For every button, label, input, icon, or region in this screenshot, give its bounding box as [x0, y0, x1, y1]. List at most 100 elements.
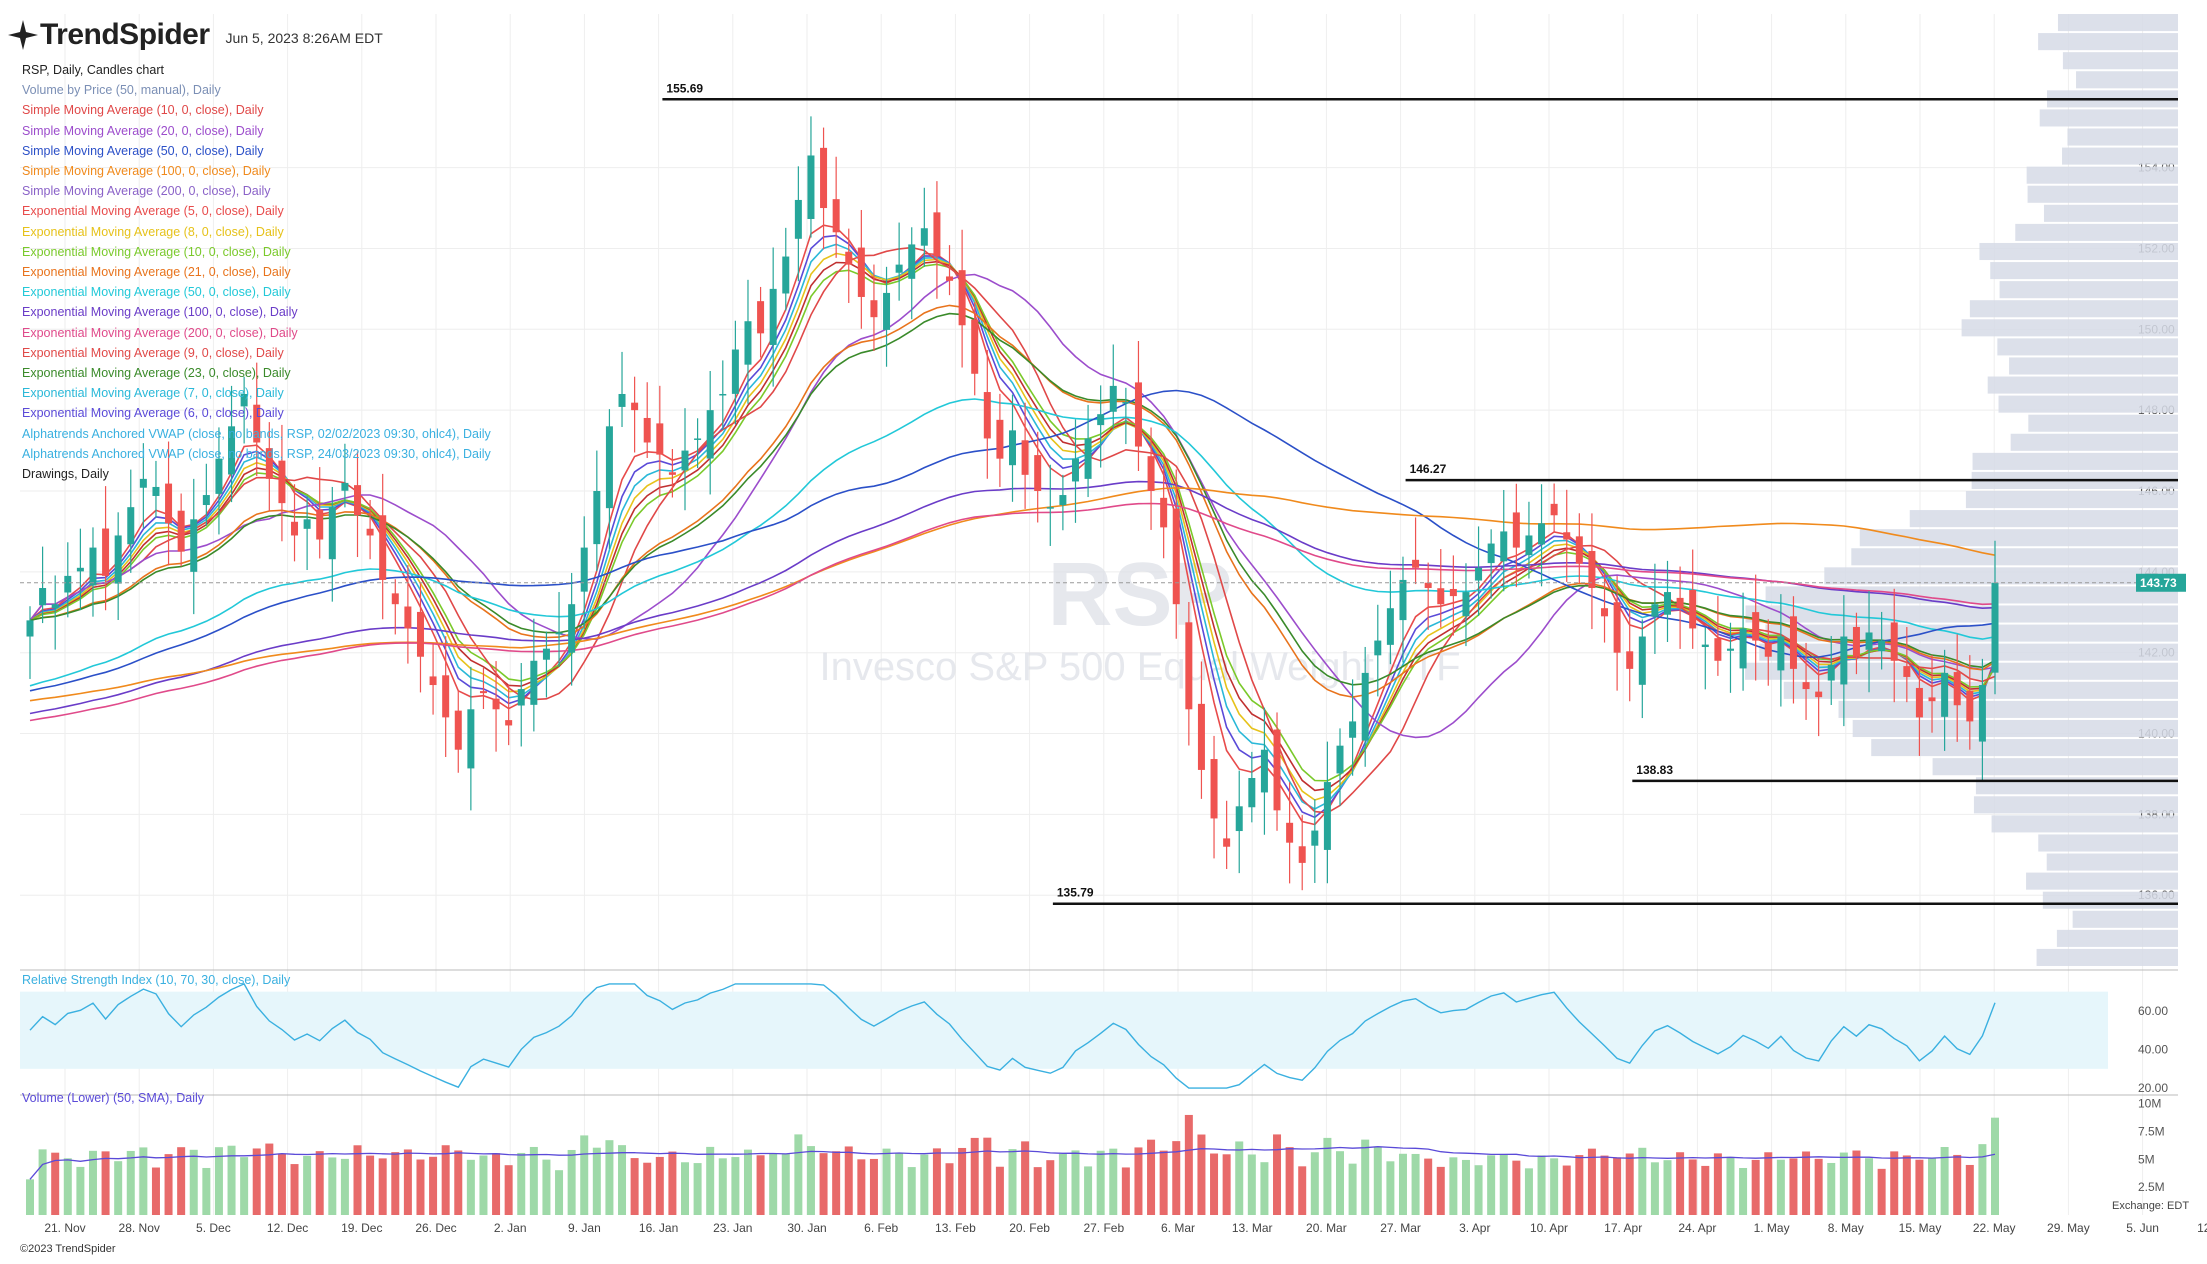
- vbp-bar: [1871, 739, 2178, 757]
- legend-item[interactable]: Exponential Moving Average (50, 0, close…: [22, 285, 291, 300]
- candle-body: [1349, 721, 1357, 738]
- volume-bar: [932, 1148, 941, 1215]
- candle-body: [983, 392, 991, 439]
- volume-bar: [1688, 1159, 1697, 1215]
- date-tick-label: 13. Feb: [935, 1221, 976, 1235]
- legend-item[interactable]: Simple Moving Average (50, 0, close), Da…: [22, 143, 264, 158]
- ma-line: [29, 487, 1996, 702]
- volume-bar: [1084, 1166, 1093, 1215]
- volume-bar: [1247, 1154, 1256, 1215]
- vbp-bar: [2009, 357, 2178, 375]
- legend-item[interactable]: Simple Moving Average (100, 0, close), D…: [22, 164, 271, 179]
- legend-item[interactable]: Exponential Moving Average (23, 0, close…: [22, 366, 291, 381]
- candle-body: [1726, 648, 1734, 651]
- legend-item[interactable]: Exponential Moving Average (5, 0, close)…: [22, 204, 284, 219]
- legend-item[interactable]: Volume by Price (50, manual), Daily: [22, 83, 221, 98]
- vbp-bar: [1759, 643, 2178, 661]
- volume-bar: [1147, 1139, 1156, 1215]
- volume-bar: [1764, 1152, 1773, 1215]
- volume-bar: [63, 1158, 72, 1215]
- vbp-bar: [1973, 796, 2178, 814]
- volume-bar: [1449, 1157, 1458, 1215]
- candle-body: [1059, 495, 1067, 506]
- legend-item[interactable]: Simple Moving Average (200, 0, close), D…: [22, 184, 271, 199]
- volume-bar: [1323, 1137, 1332, 1215]
- volume-bar: [1739, 1167, 1748, 1215]
- volume-bar: [504, 1165, 513, 1215]
- vbp-bar: [2057, 14, 2178, 32]
- legend-item[interactable]: Alphatrends Anchored VWAP (close, no ban…: [22, 426, 491, 441]
- candle-body: [1941, 672, 1949, 717]
- legend-item[interactable]: Exponential Moving Average (6, 0, close)…: [22, 406, 284, 421]
- volume-bar: [1499, 1153, 1508, 1215]
- date-tick-label: 2. Jan: [494, 1221, 527, 1235]
- legend-item[interactable]: Drawings, Daily: [22, 467, 109, 482]
- volume-bar: [1310, 1152, 1319, 1215]
- volume-bar: [1638, 1147, 1647, 1215]
- legend-item[interactable]: Exponential Moving Average (8, 0, close)…: [22, 224, 284, 239]
- candle-body: [354, 485, 361, 516]
- candle-body: [1764, 642, 1772, 657]
- candle-body: [467, 709, 475, 769]
- volume-bar: [1008, 1149, 1017, 1215]
- candle-body: [265, 448, 273, 479]
- candle-body: [782, 256, 790, 294]
- legend-item[interactable]: Exponential Moving Average (100, 0, clos…: [22, 305, 298, 320]
- volume-bar: [1965, 1164, 1974, 1215]
- legend-item[interactable]: Simple Moving Average (20, 0, close), Da…: [22, 123, 264, 138]
- volume-bar: [1789, 1158, 1798, 1215]
- candle-body: [920, 228, 928, 246]
- volume-bar: [26, 1179, 34, 1215]
- candle-body: [1160, 497, 1168, 528]
- volume-bar: [1814, 1158, 1823, 1215]
- candle-body: [1714, 638, 1722, 661]
- volume-bar: [630, 1158, 639, 1215]
- legend-item[interactable]: Exponential Moving Average (7, 0, close)…: [22, 386, 284, 401]
- candle-body: [1865, 632, 1873, 650]
- candle-body: [341, 482, 349, 491]
- candle-body: [568, 604, 576, 653]
- candle-body: [895, 264, 903, 273]
- volume-bar: [1021, 1141, 1030, 1215]
- volume-bar: [1890, 1151, 1899, 1215]
- volume-bar: [567, 1149, 576, 1215]
- candle-body: [757, 301, 765, 334]
- volume-label: Volume (Lower) (50, SMA), Daily: [22, 1091, 205, 1105]
- vbp-bar: [1972, 452, 2178, 470]
- vbp-bar: [2076, 71, 2178, 89]
- candle-body: [832, 199, 840, 233]
- candle-body: [845, 251, 853, 265]
- volume-bar: [819, 1153, 828, 1215]
- candle-body: [1563, 532, 1571, 540]
- legend-item[interactable]: Exponential Moving Average (9, 0, close)…: [22, 345, 284, 360]
- volume-bar: [391, 1152, 400, 1215]
- volume-bar: [1474, 1165, 1483, 1215]
- date-tick-label: 27. Feb: [1083, 1221, 1124, 1235]
- vbp-bar: [1999, 281, 2178, 299]
- date-tick-label: 8. May: [1828, 1221, 1864, 1235]
- candle-body: [555, 632, 563, 635]
- volume-bar: [895, 1153, 904, 1215]
- volume-bar: [177, 1147, 186, 1215]
- legend-item[interactable]: Exponential Moving Average (200, 0, clos…: [22, 325, 298, 340]
- legend-item[interactable]: Alphatrends Anchored VWAP (close, no ban…: [22, 446, 491, 461]
- volume-bar: [1336, 1151, 1344, 1215]
- candle-body: [391, 593, 399, 605]
- legend-item[interactable]: Exponential Moving Average (10, 0, close…: [22, 244, 291, 259]
- vbp-bar: [2046, 853, 2178, 871]
- vbp-bar: [2027, 185, 2178, 203]
- candle-body: [76, 567, 84, 572]
- volume-bar: [164, 1154, 173, 1215]
- candle-body: [366, 528, 374, 536]
- volume-bar: [983, 1137, 992, 1215]
- legend-item[interactable]: Simple Moving Average (10, 0, close), Da…: [22, 103, 264, 118]
- volume-bar: [1033, 1167, 1042, 1215]
- candle-body: [479, 691, 487, 694]
- candle-body: [1550, 503, 1558, 516]
- candle-body: [1978, 685, 1986, 742]
- volume-bar: [869, 1158, 878, 1215]
- candle-body: [1134, 382, 1142, 447]
- legend-item[interactable]: Exponential Moving Average (21, 0, close…: [22, 265, 291, 280]
- volume-bar: [731, 1157, 740, 1215]
